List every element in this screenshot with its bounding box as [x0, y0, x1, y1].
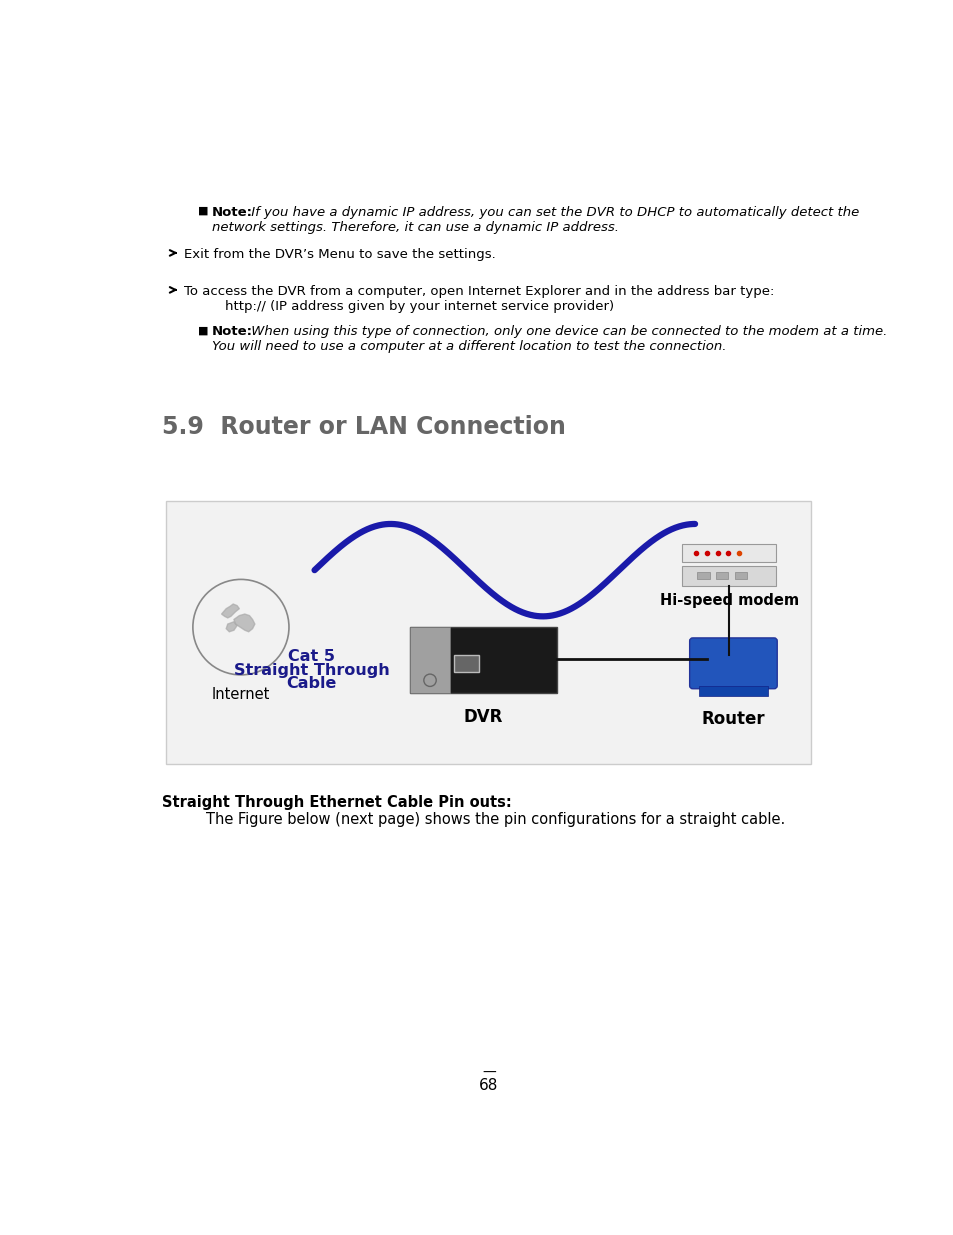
Text: ■: ■ — [198, 325, 209, 335]
Text: —: — — [481, 1066, 496, 1081]
Text: Cat 5: Cat 5 — [288, 648, 335, 663]
Text: DVR: DVR — [463, 708, 502, 726]
Bar — [697, 572, 709, 579]
Bar — [454, 655, 478, 672]
Text: Router: Router — [700, 710, 764, 729]
Text: Cable: Cable — [286, 677, 336, 692]
Text: 68: 68 — [478, 1078, 498, 1093]
Text: Note:: Note: — [212, 206, 253, 219]
Text: Internet: Internet — [212, 687, 270, 703]
Text: Hi-speed modem: Hi-speed modem — [659, 593, 798, 609]
Text: Straight Through: Straight Through — [233, 662, 389, 678]
Polygon shape — [233, 614, 254, 632]
Bar — [716, 572, 728, 579]
Text: Exit from the DVR’s Menu to save the settings.: Exit from the DVR’s Menu to save the set… — [183, 248, 495, 262]
Text: You will need to use a computer at a different location to test the connection.: You will need to use a computer at a dif… — [212, 340, 726, 353]
Bar — [166, 501, 810, 764]
Polygon shape — [221, 604, 239, 618]
Bar — [699, 685, 767, 697]
Text: Note:: Note: — [212, 325, 253, 338]
Bar — [681, 543, 776, 562]
Text: network settings. Therefore, it can use a dynamic IP address.: network settings. Therefore, it can use … — [212, 221, 618, 233]
Bar — [410, 627, 557, 693]
Text: The Figure below (next page) shows the pin configurations for a straight cable.: The Figure below (next page) shows the p… — [206, 811, 784, 827]
Text: ■: ■ — [198, 206, 209, 216]
Bar — [410, 627, 450, 693]
Text: 5.9  Router or LAN Connection: 5.9 Router or LAN Connection — [162, 415, 565, 440]
Text: When using this type of connection, only one device can be connected to the mode: When using this type of connection, only… — [247, 325, 886, 338]
Bar — [734, 572, 746, 579]
Text: Straight Through Ethernet Cable Pin outs:: Straight Through Ethernet Cable Pin outs… — [162, 795, 511, 810]
Polygon shape — [226, 621, 236, 632]
Bar — [681, 566, 776, 585]
Text: To access the DVR from a computer, open Internet Explorer and in the address bar: To access the DVR from a computer, open … — [183, 285, 773, 299]
FancyBboxPatch shape — [689, 638, 777, 689]
Text: http:// (IP address given by your internet service provider): http:// (IP address given by your intern… — [225, 300, 614, 312]
Text: If you have a dynamic IP address, you can set the DVR to DHCP to automatically d: If you have a dynamic IP address, you ca… — [247, 206, 859, 219]
